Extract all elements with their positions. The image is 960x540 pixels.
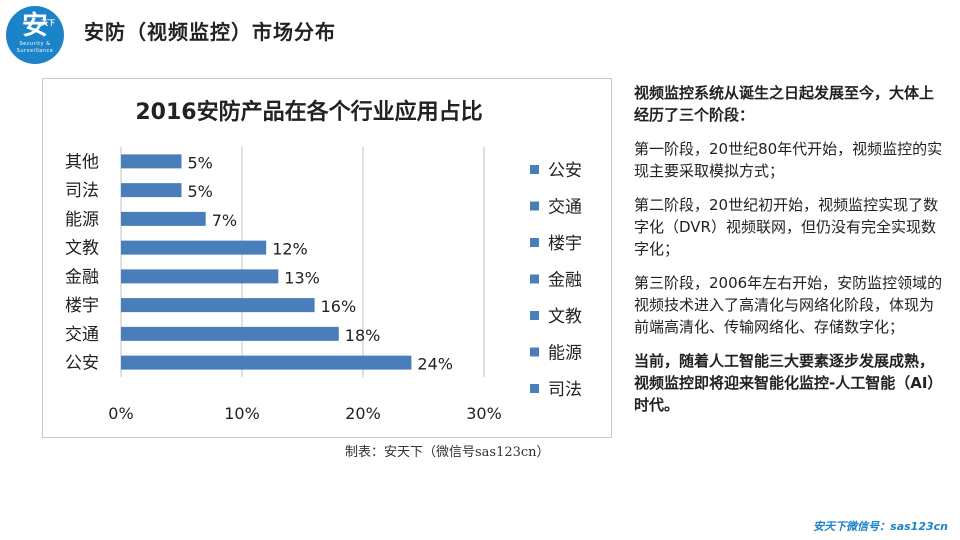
category-label: 文教 xyxy=(65,239,99,259)
legend-swatch xyxy=(530,165,539,174)
stage3-text: 第三阶段，2006年左右开始，安防监控领域的视频技术进入了高清化与网络化阶段，体… xyxy=(634,274,943,336)
bar xyxy=(121,269,279,284)
data-label: 5% xyxy=(188,153,213,172)
footer-wechat: 安天下微信号：sas123cn xyxy=(813,520,948,533)
category-label: 能源 xyxy=(65,210,99,230)
x-tick-label: 30% xyxy=(466,404,502,423)
x-tick-label: 10% xyxy=(224,404,260,423)
legend-swatch xyxy=(530,274,539,284)
legend-label: 金融 xyxy=(548,271,582,291)
data-label: 12% xyxy=(272,240,308,259)
category-label: 其他 xyxy=(65,152,99,172)
legend-label: 司法 xyxy=(548,380,582,400)
description-panel: 视频监控系统从诞生之日起发展至今，大体上经历了三个阶段： 第一阶段，20世纪80… xyxy=(634,82,944,428)
category-label: 金融 xyxy=(65,267,99,287)
data-label: 5% xyxy=(188,182,213,201)
category-label: 公安 xyxy=(65,354,99,374)
bar xyxy=(121,183,182,198)
bar xyxy=(121,355,412,370)
data-label: 16% xyxy=(321,297,357,316)
category-label: 楼宇 xyxy=(65,296,99,316)
bar xyxy=(121,298,315,313)
chart-container: 2016安防产品在各个行业应用占比 0% 10% 20% 30% 公安 24% 交通 18% 楼宇… xyxy=(42,78,612,438)
chart-title: 2016安防产品在各个行业应用占比 xyxy=(135,99,482,125)
legend-swatch xyxy=(530,347,539,357)
x-tick-label: 0% xyxy=(108,404,133,423)
conclusion-text: 当前，随着人工智能三大要素逐步发展成熟，视频监控即将迎来智能化监控-人工智能（A… xyxy=(634,352,943,414)
bar xyxy=(121,211,206,226)
bar xyxy=(121,154,182,169)
bar xyxy=(121,326,339,341)
legend-swatch xyxy=(530,311,539,320)
legend-label: 文教 xyxy=(548,307,582,327)
category-label: 交通 xyxy=(65,325,99,345)
x-tick-label: 20% xyxy=(345,404,381,423)
stage1-text: 第一阶段，20世纪80年代开始，视频监控的实现主要采取模拟方式； xyxy=(634,140,943,180)
stage2-text: 第二阶段，20世纪初开始，视频监控实现了数字化（DVR）视频联网，但仍没有完全实… xyxy=(634,196,939,258)
legend-swatch xyxy=(530,238,539,247)
logo-main-char: 安 xyxy=(21,11,48,41)
legend-label: 交通 xyxy=(548,198,582,218)
data-label: 13% xyxy=(284,268,320,287)
legend-swatch xyxy=(530,384,539,393)
data-label: 7% xyxy=(212,211,237,230)
chart-caption: 制表：安天下（微信号sas123cn） xyxy=(345,445,550,460)
data-label: 18% xyxy=(345,326,381,345)
bar-chart: 2016安防产品在各个行业应用占比 0% 10% 20% 30% 公安 24% 交通 18% 楼宇… xyxy=(65,99,582,423)
legend-label: 公安 xyxy=(548,161,582,181)
brand-logo: 安 天下 Security & Surveillance xyxy=(6,6,64,64)
legend-label: 楼宇 xyxy=(548,234,582,254)
legend-swatch xyxy=(530,201,539,211)
logo-subtitle: Security & Surveillance xyxy=(16,41,54,54)
legend-label: 能源 xyxy=(548,344,582,364)
intro-text: 视频监控系统从诞生之日起发展至今，大体上经历了三个阶段： xyxy=(634,84,935,124)
data-label: 24% xyxy=(417,355,453,374)
bar xyxy=(121,240,267,255)
page-title: 安防（视频监控）市场分布 xyxy=(84,20,336,44)
logo-badge: 天下 xyxy=(41,19,55,27)
category-label: 司法 xyxy=(65,181,99,201)
